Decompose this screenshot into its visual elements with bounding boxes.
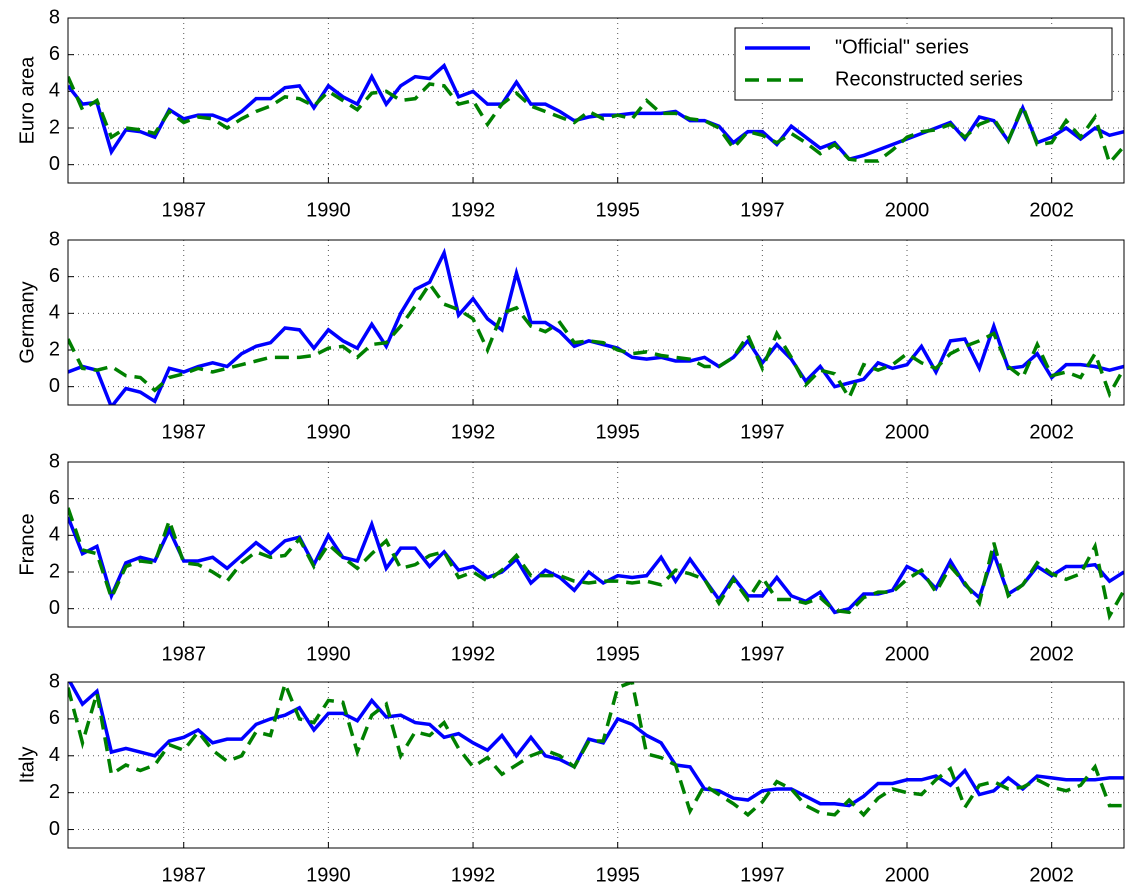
x-tick-label: 1992 [451, 864, 496, 886]
y-tick-label: 8 [49, 670, 60, 692]
x-tick-label: 1987 [161, 421, 206, 443]
x-tick-label: 1997 [740, 864, 785, 886]
x-tick-label: 1992 [451, 199, 496, 221]
x-tick-label: 1990 [306, 421, 351, 443]
x-tick-label: 2000 [885, 643, 930, 665]
y-tick-label: 2 [49, 781, 60, 803]
y-tick-label: 6 [49, 43, 60, 65]
y-tick-label: 4 [49, 744, 60, 766]
series-line [68, 682, 1124, 818]
y-tick-label: 4 [49, 80, 60, 102]
x-tick-label: 1990 [306, 199, 351, 221]
x-tick-label: 2002 [1029, 643, 1074, 665]
y-tick-label: 2 [49, 560, 60, 582]
x-tick-label: 2002 [1029, 199, 1074, 221]
axes-box [67, 461, 1125, 628]
y-tick-label: 8 [49, 6, 60, 28]
legend-label: "Official" series [835, 36, 969, 58]
y-axis-label: Germany [16, 281, 38, 363]
series-line [68, 682, 1124, 808]
x-tick-label: 1995 [595, 421, 640, 443]
y-tick-label: 4 [49, 302, 60, 324]
axes-box [67, 17, 1125, 184]
y-tick-label: 0 [49, 153, 60, 175]
x-tick-label: 1987 [161, 864, 206, 886]
series-line [68, 507, 1124, 621]
x-tick-label: 1992 [451, 421, 496, 443]
y-axis-label: Euro area [16, 56, 38, 145]
y-tick-label: 8 [49, 450, 60, 472]
y-axis-label: Italy [16, 747, 38, 784]
x-tick-label: 1987 [161, 643, 206, 665]
x-tick-label: 1995 [595, 199, 640, 221]
x-tick-label: 2002 [1029, 864, 1074, 886]
x-tick-label: 1990 [306, 864, 351, 886]
series-line [68, 280, 1124, 402]
y-tick-label: 8 [49, 228, 60, 250]
y-tick-label: 0 [49, 375, 60, 397]
y-axis-label: France [16, 513, 38, 575]
x-tick-label: 2000 [885, 421, 930, 443]
x-tick-label: 2000 [885, 864, 930, 886]
x-tick-label: 1997 [740, 421, 785, 443]
x-tick-label: 2002 [1029, 421, 1074, 443]
x-tick-label: 1995 [595, 864, 640, 886]
y-tick-label: 4 [49, 524, 60, 546]
y-tick-label: 6 [49, 487, 60, 509]
series-line [68, 75, 1124, 167]
axes-box [67, 681, 1125, 849]
x-tick-label: 1987 [161, 199, 206, 221]
y-tick-label: 0 [49, 597, 60, 619]
x-tick-label: 1997 [740, 643, 785, 665]
x-tick-label: 1990 [306, 643, 351, 665]
y-tick-label: 2 [49, 338, 60, 360]
series-line [68, 516, 1124, 615]
series-line [68, 247, 1124, 405]
y-tick-label: 6 [49, 707, 60, 729]
x-tick-label: 1995 [595, 643, 640, 665]
x-tick-label: 1992 [451, 643, 496, 665]
y-tick-label: 0 [49, 818, 60, 840]
y-tick-label: 2 [49, 116, 60, 138]
axes-box [67, 239, 1125, 406]
y-tick-label: 6 [49, 265, 60, 287]
x-tick-label: 1997 [740, 199, 785, 221]
x-tick-label: 2000 [885, 199, 930, 221]
legend-box [734, 27, 1113, 101]
legend-label: Reconstructed series [835, 68, 1023, 90]
